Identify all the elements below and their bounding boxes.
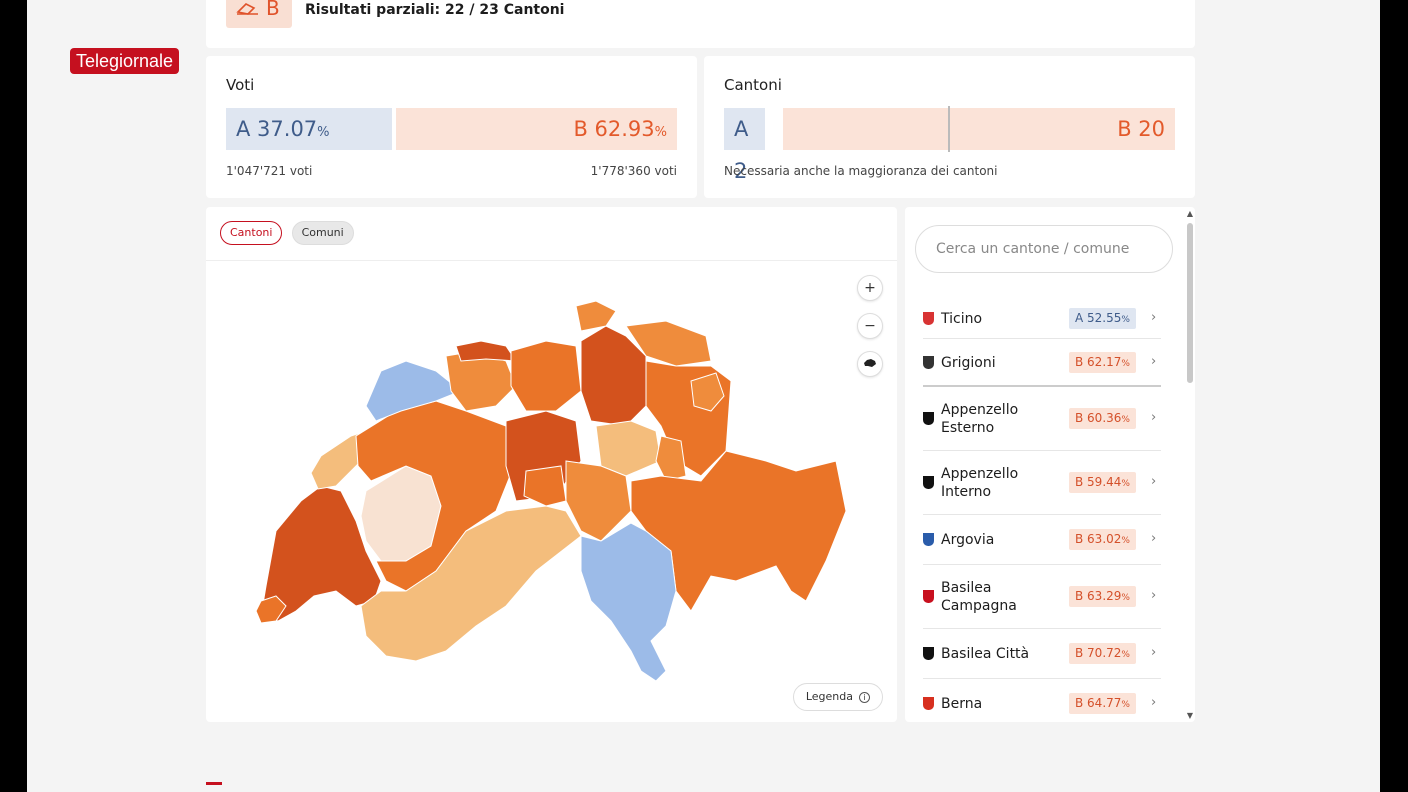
canton-aargau[interactable] <box>510 340 582 412</box>
list-item[interactable]: Argovia B 63.02% › <box>923 515 1161 565</box>
list-item[interactable]: Appenzello Esterno B 60.36% › <box>923 387 1161 451</box>
canton-flag-icon <box>923 647 934 660</box>
canton-flag-icon <box>923 412 934 425</box>
canton-result-badge: B 64.77% <box>1069 693 1136 714</box>
zoom-out-button[interactable]: − <box>857 313 883 339</box>
canton-ticino[interactable] <box>580 522 677 682</box>
votes-title: Voti <box>226 76 255 94</box>
winner-badge: B <box>226 0 292 28</box>
canton-obwalden[interactable] <box>523 465 567 507</box>
chevron-right-icon[interactable]: › <box>1151 310 1157 325</box>
canton-glarus[interactable] <box>655 435 687 482</box>
canton-name: Appenzello Esterno <box>941 402 1019 436</box>
canton-result-badge: B 63.29% <box>1069 586 1136 607</box>
results-page: B Risultati parziali: 22 / 23 Cantoni Vo… <box>27 0 1380 792</box>
canton-uri[interactable] <box>565 460 632 542</box>
canton-name: Appenzello Interno <box>941 466 1019 500</box>
map-divider <box>206 260 897 261</box>
canton-result-badge: B 63.02% <box>1069 529 1136 550</box>
scroll-thumb[interactable] <box>1187 223 1193 383</box>
canton-result-badge: B 60.36% <box>1069 408 1136 429</box>
canton-thurgau[interactable] <box>625 320 712 367</box>
votes-b-count: 1'778'360 voti <box>590 164 677 178</box>
legend-button[interactable]: Legenda i <box>792 683 883 711</box>
list-item[interactable]: Ticino A 52.55% › <box>923 299 1161 339</box>
votes-bar-a: A 37.07% <box>226 108 392 150</box>
winner-letter: B <box>266 0 280 20</box>
canton-result-badge: B 59.44% <box>1069 472 1136 493</box>
chevron-right-icon[interactable]: › <box>1151 531 1157 546</box>
cantons-bar-b: B 20 <box>783 108 1175 150</box>
canton-name: Basilea Città <box>941 646 1030 662</box>
tab-cantoni[interactable]: Cantoni <box>220 221 283 245</box>
map-card: Cantoni Comuni <box>206 207 897 722</box>
votes-a-value: A 37.07 <box>236 117 318 141</box>
canton-flag-icon <box>923 312 934 325</box>
tab-comuni[interactable]: Comuni <box>291 221 354 245</box>
ballot-icon <box>236 0 260 20</box>
chevron-right-icon[interactable]: › <box>1151 474 1157 489</box>
votes-card: Voti A 37.07% B 62.93% 1'047'721 voti 1'… <box>206 56 697 198</box>
partial-results-label: Risultati parziali: 22 / 23 Cantoni <box>305 2 565 18</box>
switzerland-map[interactable] <box>206 261 897 721</box>
canton-result-badge: B 70.72% <box>1069 643 1136 664</box>
votes-b-pct-sign: % <box>654 125 667 140</box>
canton-jura[interactable] <box>365 360 462 422</box>
votes-a-pct-sign: % <box>317 125 330 140</box>
votes-b-value: B 62.93 <box>573 117 655 141</box>
chevron-right-icon[interactable]: › <box>1151 588 1157 603</box>
majority-line <box>948 106 950 152</box>
canton-result-badge: A 52.55% <box>1069 308 1136 329</box>
list-item[interactable]: Basilea Campagna B 63.29% › <box>923 565 1161 629</box>
votes-bar-b: B 62.93% <box>396 108 677 150</box>
cantons-card: Cantoni A 2 B 20 Necessaria anche la mag… <box>704 56 1195 198</box>
map-tabs: Cantoni Comuni <box>220 221 358 245</box>
chevron-right-icon[interactable]: › <box>1151 410 1157 425</box>
list-scrollbar[interactable]: ▲ ▼ <box>1183 207 1195 722</box>
canton-name: Basilea Campagna <box>941 580 1017 614</box>
chevron-right-icon[interactable]: › <box>1151 354 1157 369</box>
canton-appenzell[interactable] <box>690 372 725 412</box>
info-icon: i <box>859 691 870 703</box>
list-item[interactable]: Grigioni B 62.17% › <box>923 339 1161 387</box>
canton-list-card: Cerca un cantone / comune Ticino A 52.55%… <box>905 207 1195 722</box>
search-input[interactable]: Cerca un cantone / comune <box>915 225 1173 273</box>
reset-view-button[interactable] <box>857 351 883 377</box>
canton-flag-icon <box>923 476 934 489</box>
canton-flag-icon <box>923 533 934 546</box>
cantons-bar-a: A 2 <box>724 108 765 183</box>
scroll-down-icon[interactable]: ▼ <box>1186 711 1193 720</box>
result-header-card: B Risultati parziali: 22 / 23 Cantoni <box>206 0 1195 48</box>
telegiornale-logo: Telegiornale <box>70 48 180 74</box>
votes-a-count: 1'047'721 voti <box>226 164 313 178</box>
canton-bern[interactable] <box>355 400 517 592</box>
canton-schaffhausen[interactable] <box>575 300 617 332</box>
zoom-in-button[interactable]: + <box>857 275 883 301</box>
list-item[interactable]: Basilea Città B 70.72% › <box>923 629 1161 679</box>
canton-flag-icon <box>923 356 934 369</box>
list-item[interactable]: Berna B 64.77% › <box>923 679 1161 722</box>
canton-flag-icon <box>923 697 934 710</box>
canton-valais[interactable] <box>360 505 582 662</box>
list-item[interactable]: Appenzello Interno B 59.44% › <box>923 451 1161 515</box>
cantons-a-value: A 2 <box>734 117 749 183</box>
accent-dash <box>206 782 222 785</box>
cantons-b-value: B 20 <box>1117 117 1165 141</box>
switzerland-icon <box>863 356 877 372</box>
chevron-right-icon[interactable]: › <box>1151 645 1157 660</box>
canton-result-badge: B 62.17% <box>1069 352 1136 373</box>
canton-name: Berna <box>941 696 983 712</box>
cantons-note: Necessaria anche la maggioranza dei cant… <box>724 164 998 178</box>
canton-basel[interactable] <box>455 340 517 362</box>
legend-label: Legenda <box>805 690 853 703</box>
canton-name: Argovia <box>941 532 995 548</box>
canton-name: Grigioni <box>941 355 996 371</box>
scroll-up-icon[interactable]: ▲ <box>1186 209 1193 218</box>
canton-geneva[interactable] <box>255 595 287 624</box>
canton-flag-icon <box>923 590 934 603</box>
cantons-title: Cantoni <box>724 76 782 94</box>
canton-name: Ticino <box>941 311 983 327</box>
chevron-right-icon[interactable]: › <box>1151 695 1157 710</box>
